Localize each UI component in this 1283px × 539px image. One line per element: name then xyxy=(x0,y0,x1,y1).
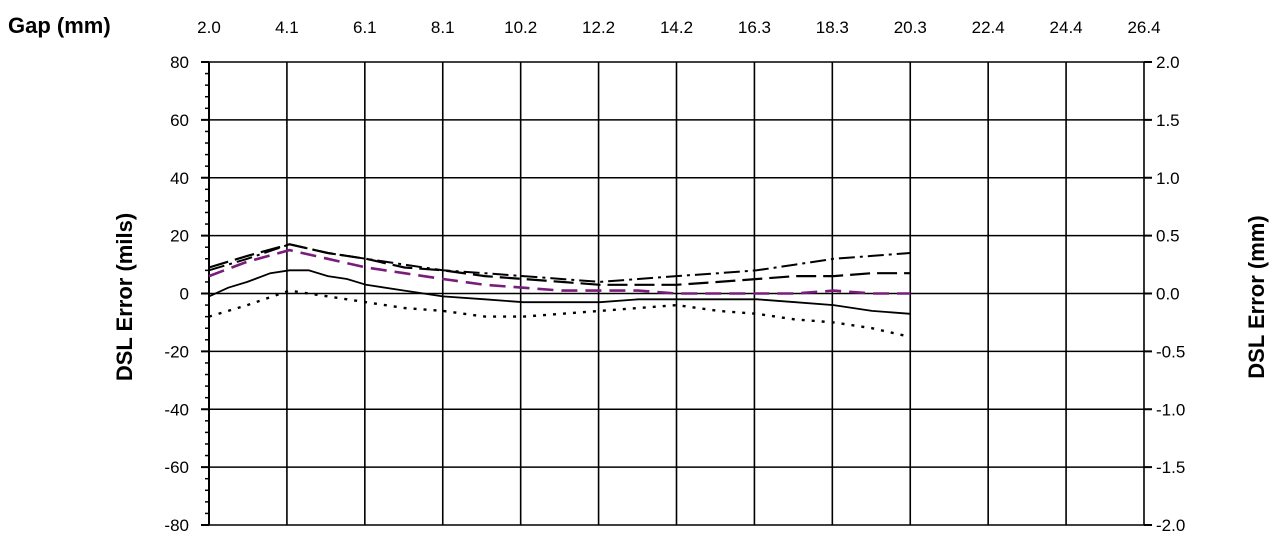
left-tick-label: 0 xyxy=(180,285,189,304)
top-tick-label: 2.0 xyxy=(197,18,221,37)
x-axis-title: Gap (mm) xyxy=(8,13,111,38)
axes xyxy=(201,61,1152,526)
right-tick-label: -2.0 xyxy=(1156,516,1185,535)
series-line-3 xyxy=(208,248,911,295)
top-tick-label: 26.4 xyxy=(1127,18,1160,37)
left-axis-title: DSL Error (mils) xyxy=(112,213,137,381)
series-line-2 xyxy=(208,243,911,286)
top-tick-label: 22.4 xyxy=(972,18,1005,37)
right-axis-title: DSL Error (mm) xyxy=(1244,215,1269,378)
series-line-4 xyxy=(208,269,911,315)
left-tick-label: -80 xyxy=(164,516,189,535)
right-tick-label: 0.0 xyxy=(1156,285,1180,304)
grid xyxy=(208,61,1145,526)
top-tick-label: 16.3 xyxy=(738,18,771,37)
top-tick-label: 6.1 xyxy=(353,18,377,37)
top-tick-label: 14.2 xyxy=(660,18,693,37)
top-tick-label: 10.2 xyxy=(504,18,537,37)
top-tick-label: 18.3 xyxy=(816,18,849,37)
right-tick-label: 0.5 xyxy=(1156,227,1180,246)
right-tick-label: -1.0 xyxy=(1156,400,1185,419)
left-tick-label: 40 xyxy=(170,169,189,188)
right-tick-label: 1.5 xyxy=(1156,111,1180,130)
left-tick-label: -60 xyxy=(164,458,189,477)
series-layer xyxy=(208,243,911,339)
right-tick-label: -1.5 xyxy=(1156,458,1185,477)
right-tick-label: 1.0 xyxy=(1156,169,1180,188)
left-tick-label: 60 xyxy=(170,111,189,130)
left-tick-label: -20 xyxy=(164,342,189,361)
tick-labels: 2.0 4.1 6.1 8.1 10.2 12.2 14.2 16.3 18.3 20.3 22.4… xyxy=(164,18,1185,535)
top-tick-label: 24.4 xyxy=(1050,18,1083,37)
right-tick-label: -0.5 xyxy=(1156,342,1185,361)
top-tick-label: 4.1 xyxy=(275,18,299,37)
top-tick-label: 20.3 xyxy=(894,18,927,37)
right-tick-label: 2.0 xyxy=(1156,53,1180,72)
left-tick-label: 80 xyxy=(170,53,189,72)
left-tick-label: 20 xyxy=(170,227,189,246)
top-tick-label: 12.2 xyxy=(582,18,615,37)
left-tick-label: -40 xyxy=(164,400,189,419)
top-tick-label: 8.1 xyxy=(431,18,455,37)
series-line-5 xyxy=(208,289,911,339)
